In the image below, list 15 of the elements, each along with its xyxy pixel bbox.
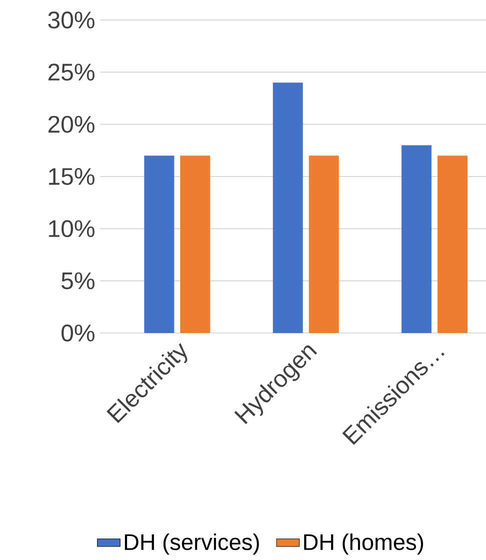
y-tick-label: 10% <box>49 220 94 238</box>
y-tick-label: 25% <box>48 64 94 81</box>
y-tick-label: 30% <box>48 11 94 28</box>
y-tick-label: 0% <box>62 324 94 342</box>
y-tick-label: 20% <box>48 116 94 133</box>
bar <box>308 156 339 333</box>
bar <box>272 82 303 333</box>
bar <box>144 156 174 333</box>
legend-label: DH (services) <box>124 534 259 555</box>
legend-label: DH (homes) <box>304 534 424 555</box>
y-tick-label: 5% <box>62 272 94 290</box>
y-tick-label: 15% <box>49 168 94 185</box>
bar <box>180 156 210 333</box>
bar <box>402 145 432 333</box>
bar <box>438 156 468 333</box>
